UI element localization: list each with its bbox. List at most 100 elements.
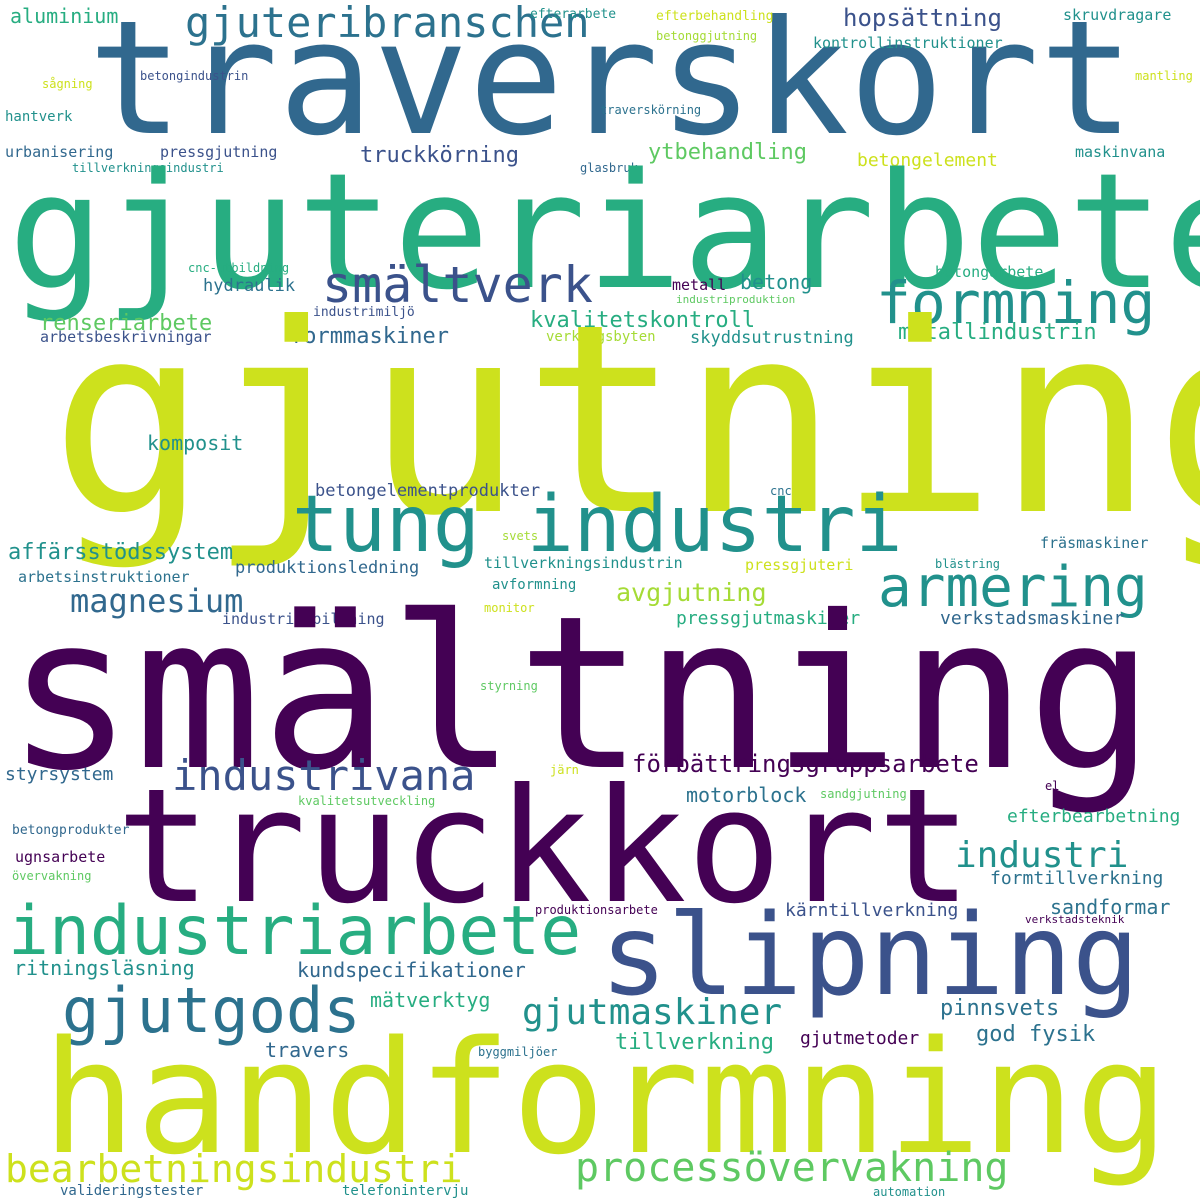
word-betongprodukter: betongprodukter xyxy=(12,823,130,838)
word-smaltverk: smältverk xyxy=(322,256,593,314)
word-industrivana: industrivana xyxy=(172,751,476,800)
word-travers: travers xyxy=(265,1038,350,1062)
word-tillverkning: tillverkning xyxy=(615,1030,774,1055)
word-processovervakning: processövervakning xyxy=(575,1145,1009,1191)
word-aluminium: aluminium xyxy=(10,4,119,28)
word-betongarbete: betongarbete xyxy=(935,263,1044,281)
word-smaltning: smältning xyxy=(6,570,1155,817)
word-arbetsinstruktioner: arbetsinstruktioner xyxy=(18,568,190,586)
word-bearbetningsindustri: bearbetningsindustri xyxy=(5,1147,463,1191)
word-metall: metall xyxy=(672,276,727,294)
word-tillverkningsindustrin: tillverkningsindustrin xyxy=(484,554,683,572)
word-betongelement: betongelement xyxy=(857,150,998,171)
word-karntillverkning: kärntillverkning xyxy=(785,900,959,921)
word-frasmaskiner: fräsmaskiner xyxy=(1040,534,1149,552)
word-industriarbete: industriarbete xyxy=(8,892,582,971)
word-verkstadsteknik: verkstadsteknik xyxy=(1025,913,1125,926)
word-cnc: cnc xyxy=(770,484,792,498)
word-ytbehandling: ytbehandling xyxy=(648,140,807,165)
word-blastring: blästring xyxy=(935,557,1001,571)
word-skruvdragare: skruvdragare xyxy=(1063,6,1172,24)
word-hopsattning: hopsättning xyxy=(843,4,1002,32)
word-gjuteribranschen: gjuteribranschen xyxy=(185,0,590,47)
word-slipning: slipning xyxy=(600,891,1140,1021)
word-produktionsarbete: produktionsarbete xyxy=(535,903,658,917)
word-formtillverkning: formtillverkning xyxy=(990,868,1164,889)
word-truckkorning: truckkörning xyxy=(360,143,519,168)
word-komposit: komposit xyxy=(147,431,244,455)
word-truckkort: truckkort xyxy=(116,755,973,939)
word-automation: automation xyxy=(873,1185,946,1199)
word-formning: formning xyxy=(876,269,1156,337)
word-glasbruk: glasbruk xyxy=(580,161,638,175)
word-ugnsarbete: ugnsarbete xyxy=(15,848,106,866)
word-mantling: mantling xyxy=(1135,69,1193,83)
word-styrsystem: styrsystem xyxy=(5,764,114,785)
word-gjutgods: gjutgods xyxy=(62,974,361,1047)
word-armering: armering xyxy=(878,555,1148,620)
word-handformning: handformning xyxy=(42,1007,1170,1189)
word-produktionsledning: produktionsledning xyxy=(235,558,420,578)
word-urbanisering: urbanisering xyxy=(5,143,114,161)
word-betonggjutning: betonggjutning xyxy=(656,29,758,43)
word-monitor: monitor xyxy=(484,601,535,615)
word-metallindustrin: metallindustrin xyxy=(898,320,1097,345)
word-verkstadsmaskiner: verkstadsmaskiner xyxy=(940,608,1125,629)
word-renseriarbete: renseriarbete xyxy=(40,311,213,336)
word-industriproduktion: industriproduktion xyxy=(676,293,796,306)
word-pressgjutning: pressgjutning xyxy=(160,143,278,161)
word-betongelementprodukter: betongelementprodukter xyxy=(315,481,541,501)
word-tung-industri: tung industri xyxy=(292,480,903,570)
word-industriutbildning: industriutbildning xyxy=(222,610,385,628)
word-verktygsbyten: verktygsbyten xyxy=(546,329,656,345)
word-gjutmetoder: gjutmetoder xyxy=(800,1028,920,1049)
word-valideringstester: valideringstester xyxy=(60,1183,204,1199)
word-kundspecifikationer: kundspecifikationer xyxy=(297,958,526,982)
word-affarsstodssystem: affärsstödssystem xyxy=(8,540,234,565)
word-avgjutning: avgjutning xyxy=(616,578,767,607)
word-formmaskiner: formmaskiner xyxy=(290,324,449,349)
word-traverskort: traverskort xyxy=(88,0,1135,171)
word-sandgjutning: sandgjutning xyxy=(820,787,907,801)
word-sagning: sågning xyxy=(42,77,93,91)
word-styrning: styrning xyxy=(480,679,538,693)
word-efterbearbetning: efterbearbetning xyxy=(1007,806,1181,827)
word-pressgjutmaskiner: pressgjutmaskiner xyxy=(676,608,861,629)
word-kvalitetskontroll: kvalitetskontroll xyxy=(530,308,756,333)
word-telefonintervju: telefonintervju xyxy=(342,1183,469,1199)
word-efterarbete: efterarbete xyxy=(530,7,617,22)
word-industrimiljo: industrimiljö xyxy=(313,305,415,320)
word-gjutmaskiner: gjutmaskiner xyxy=(522,992,783,1033)
word-el: el xyxy=(1045,779,1060,793)
word-hantverk: hantverk xyxy=(5,109,73,125)
word-gjutning: gjutning xyxy=(50,268,1200,573)
word-forbattringsgruppsarbete: förbättringsgruppsarbete xyxy=(632,750,979,778)
word-skyddsutrustning: skyddsutrustning xyxy=(690,328,854,348)
word-kvalitetsutveckling: kvalitetsutveckling xyxy=(298,794,436,808)
word-industri: industri xyxy=(955,835,1129,876)
word-god-fysik: god fysik xyxy=(976,1022,1096,1047)
word-cnc-utbildning: cnc-utbildning xyxy=(188,261,290,275)
word-pressgjuteri: pressgjuteri xyxy=(745,556,854,574)
word-sandformar: sandformar xyxy=(1050,895,1171,919)
word-ritningslasning: ritningsläsning xyxy=(14,956,195,980)
word-svets: svets xyxy=(502,529,539,543)
word-gjuteriarbete: gjuteriarbete xyxy=(8,138,1200,325)
word-pinnsvets: pinnsvets xyxy=(940,996,1060,1021)
word-arbetsbeskrivningar: arbetsbeskrivningar xyxy=(40,328,212,346)
word-betong: betong xyxy=(740,270,813,294)
word-avformning: avformning xyxy=(492,577,577,593)
word-efterbehandling: efterbehandling xyxy=(656,9,774,24)
word-betongindustrin: betongindustrin xyxy=(140,69,249,83)
word-overvakning: övervakning xyxy=(12,869,92,883)
word-magnesium: magnesium xyxy=(70,582,244,620)
word-matverktyg: mätverktyg xyxy=(370,988,491,1012)
word-hydraulik: hydraulik xyxy=(203,276,296,296)
word-motorblock: motorblock xyxy=(686,783,807,807)
word-jarn: järn xyxy=(550,763,579,777)
word-kontrollinstruktioner: kontrollinstruktioner xyxy=(813,34,1003,52)
word-tillverkningsindustri: tillverkningsindustri xyxy=(72,161,224,175)
word-byggmiljoer: byggmiljöer xyxy=(478,1045,558,1059)
word-traverskorning: traverskörning xyxy=(600,103,702,117)
